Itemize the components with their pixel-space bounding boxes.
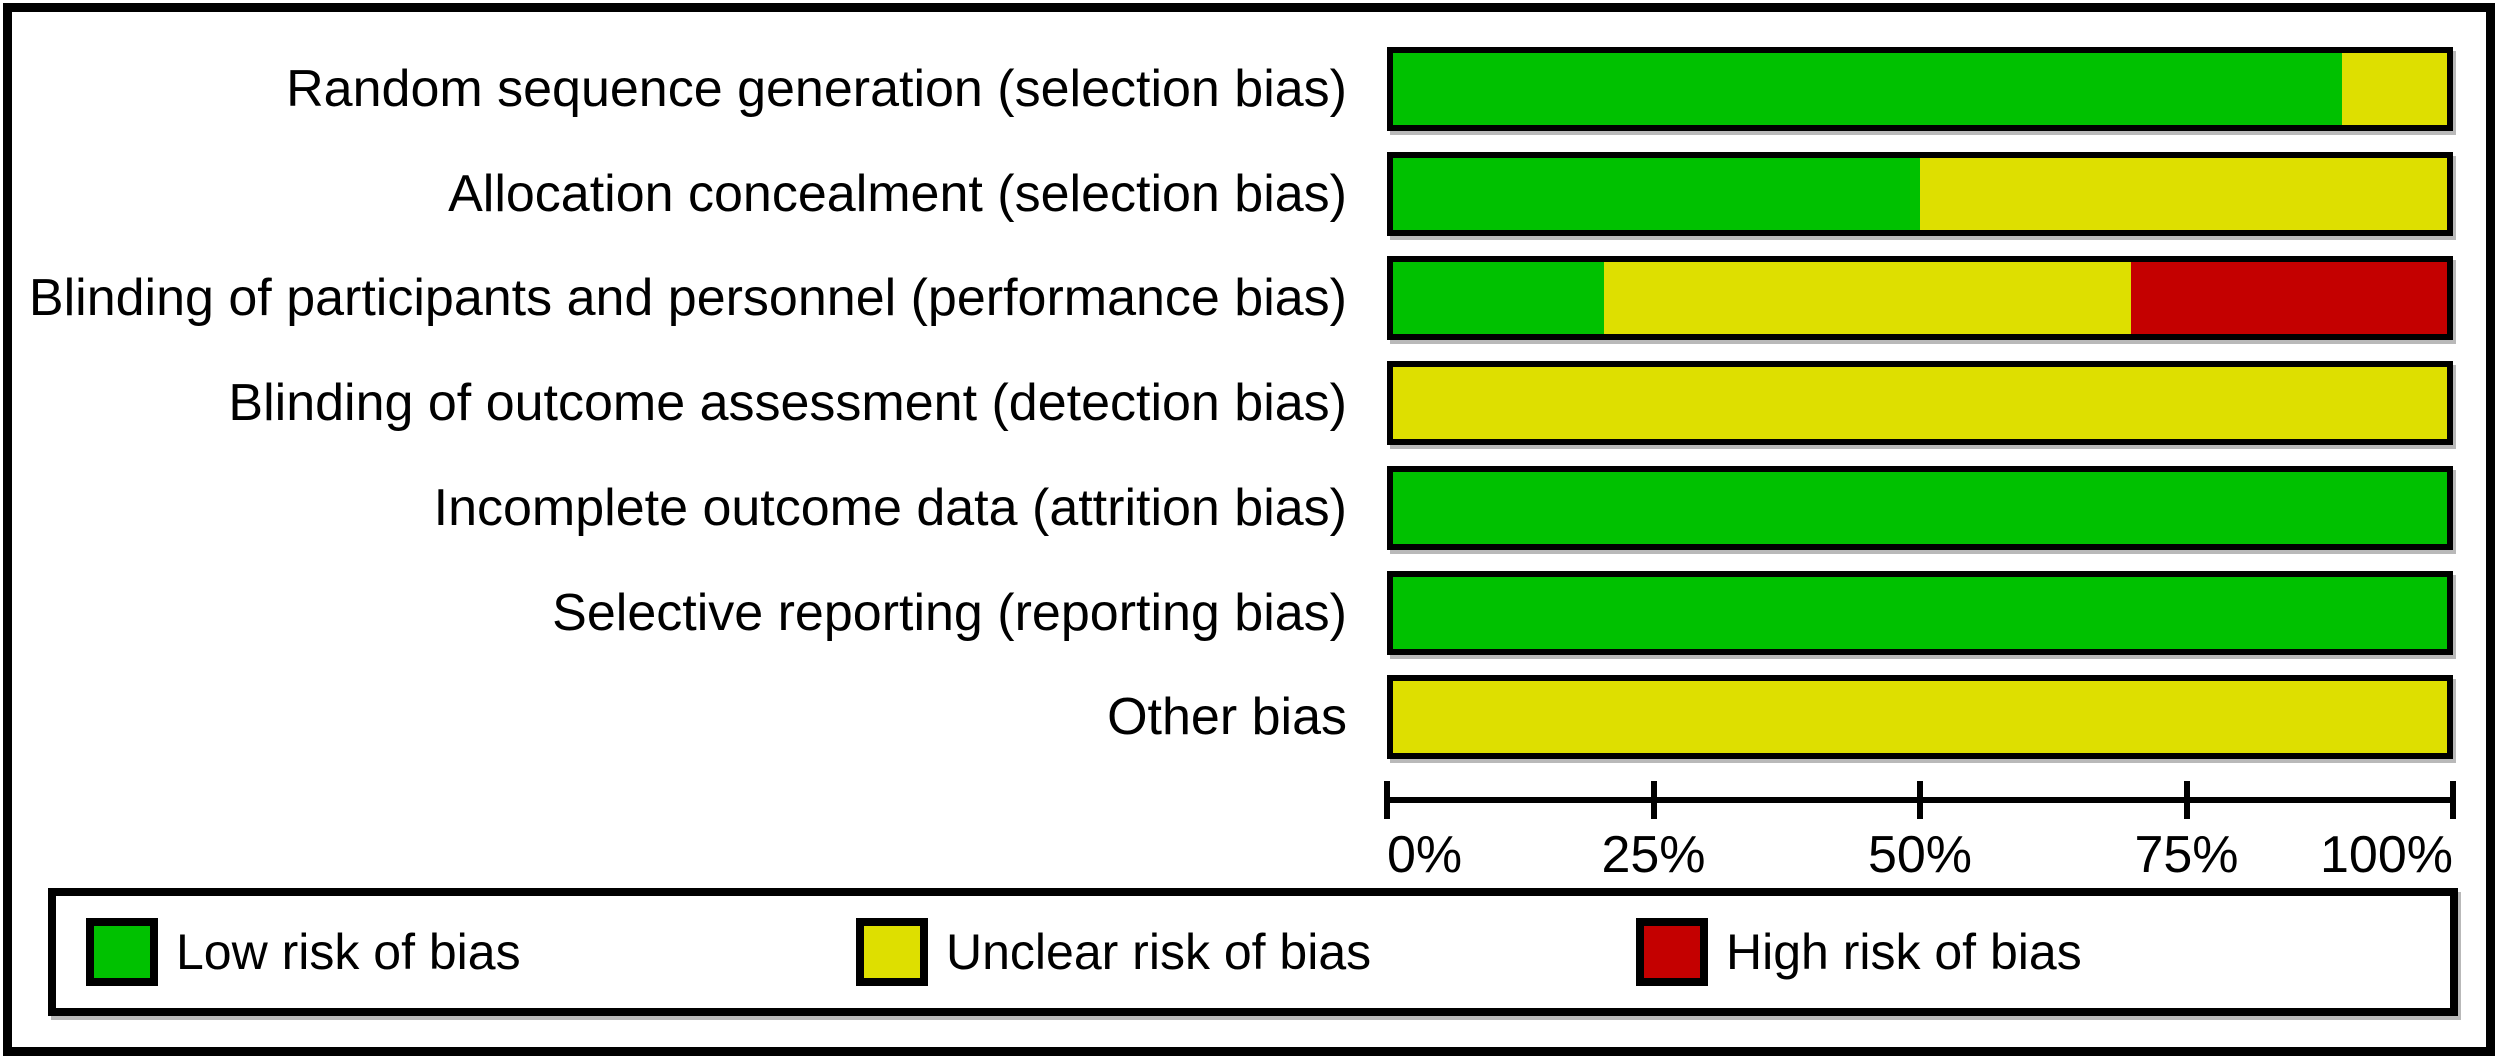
- stacked-bar: [1387, 571, 2453, 655]
- legend-entry: High risk of bias: [1636, 918, 2082, 986]
- x-axis-tick-label: 0%: [1387, 826, 1463, 884]
- x-axis-tick-label: 50%: [1867, 826, 1973, 884]
- category-label: Random sequence generation (selection bi…: [286, 60, 1347, 118]
- category-label: Blinding of participants and personnel (…: [28, 269, 1347, 327]
- bar-segment: [1393, 472, 2447, 544]
- stacked-bar: [1387, 675, 2453, 759]
- legend-swatch: [86, 918, 158, 986]
- stacked-bar: [1387, 47, 2453, 131]
- chart-row: Blinding of participants and personnel (…: [0, 256, 2500, 340]
- bar-segment: [1393, 681, 2447, 753]
- bar-segment: [2130, 262, 2447, 334]
- legend: Low risk of bias Unclear risk of bias High…: [48, 888, 2458, 1016]
- x-axis-tick: [2450, 781, 2456, 819]
- chart-row: Allocation concealment (selection bias): [0, 152, 2500, 236]
- category-label: Allocation concealment (selection bias): [448, 165, 1347, 223]
- legend-swatch: [856, 918, 928, 986]
- bar-segment: [1920, 158, 2447, 230]
- bar-segment: [1393, 367, 2447, 439]
- x-axis-tick: [1650, 781, 1657, 819]
- stacked-bar: [1387, 152, 2453, 236]
- bar-segment: [1393, 53, 2342, 125]
- chart-row: Random sequence generation (selection bi…: [0, 47, 2500, 131]
- stacked-bar: [1387, 466, 2453, 550]
- legend-entry: Low risk of bias: [86, 918, 521, 986]
- category-label: Selective reporting (reporting bias): [552, 584, 1347, 642]
- bar-segment: [1603, 262, 2131, 334]
- chart-row: Selective reporting (reporting bias): [0, 571, 2500, 655]
- x-axis-tick: [2183, 781, 2190, 819]
- category-label: Incomplete outcome data (attrition bias): [433, 479, 1347, 537]
- x-axis-tick-label: 75%: [2134, 826, 2239, 884]
- legend-label: Low risk of bias: [176, 924, 521, 980]
- legend-label: Unclear risk of bias: [946, 924, 1372, 980]
- x-axis-tick: [1384, 781, 1390, 819]
- legend-entry: Unclear risk of bias: [856, 918, 1371, 986]
- x-axis-tick-label: 25%: [1601, 826, 1706, 884]
- chart-row: Blinding of outcome assessment (detectio…: [0, 361, 2500, 445]
- legend-label: High risk of bias: [1726, 924, 2082, 980]
- x-axis: 0% 25% 50% 75% 100%: [1384, 781, 2456, 884]
- chart-row: Other bias: [0, 675, 2500, 759]
- x-axis-tick: [1917, 781, 1923, 819]
- x-axis-tick-label: 100%: [2320, 826, 2453, 884]
- bar-segment: [1393, 158, 1920, 230]
- bar-segment: [2341, 53, 2447, 125]
- bar-segment: [1393, 262, 1604, 334]
- stacked-bar: [1387, 256, 2453, 340]
- category-label: Other bias: [1107, 688, 1347, 746]
- figure-border: [3, 3, 2495, 1056]
- chart-row: Incomplete outcome data (attrition bias): [0, 466, 2500, 550]
- legend-swatch: [1636, 918, 1708, 986]
- category-label: Blinding of outcome assessment (detectio…: [228, 374, 1347, 432]
- stacked-bar: [1387, 361, 2453, 445]
- bar-segment: [1393, 577, 2447, 649]
